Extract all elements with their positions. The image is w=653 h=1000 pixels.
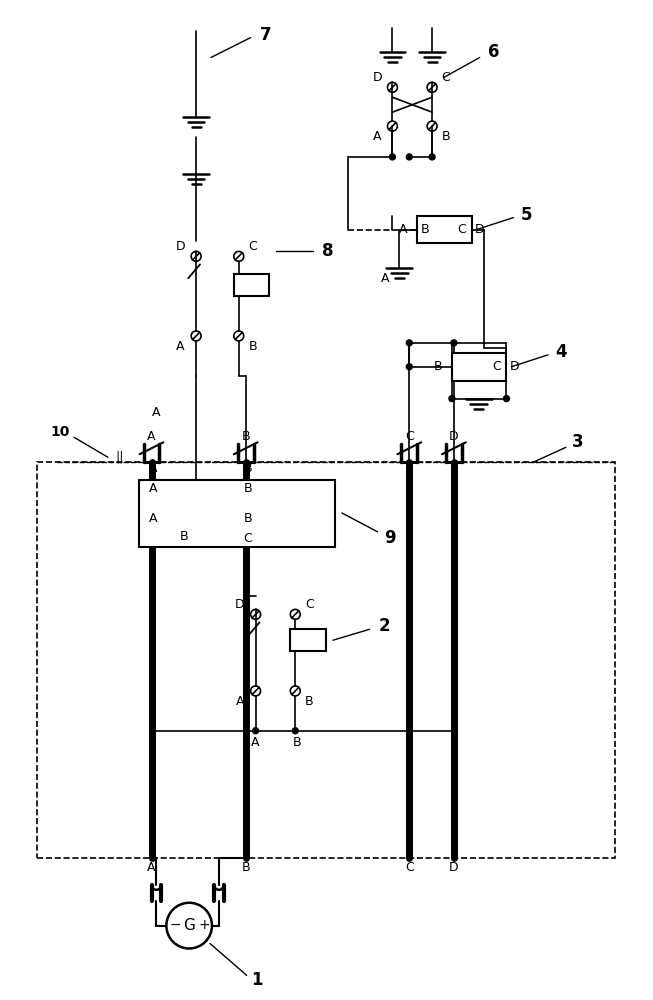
Text: D: D [449, 861, 458, 874]
Text: A: A [236, 695, 244, 708]
Circle shape [451, 340, 457, 346]
Text: B: B [244, 462, 252, 475]
Text: 9: 9 [384, 529, 395, 547]
Text: B: B [244, 482, 252, 495]
Text: 2: 2 [379, 617, 390, 635]
Text: C: C [492, 360, 501, 373]
Bar [138, 480, 335, 547]
Circle shape [293, 728, 298, 734]
Text: A: A [148, 430, 156, 443]
Text: A: A [374, 130, 382, 143]
Text: A: A [148, 861, 156, 874]
Text: D: D [176, 240, 185, 253]
Text: +: + [199, 918, 210, 932]
Text: A: A [251, 736, 260, 749]
Text: C: C [405, 861, 413, 874]
Text: B: B [244, 512, 252, 525]
Text: A: A [152, 406, 161, 419]
Circle shape [406, 154, 412, 160]
Text: B: B [242, 861, 250, 874]
Circle shape [253, 728, 259, 734]
Text: A: A [399, 223, 407, 236]
Text: C: C [441, 71, 451, 84]
Text: B: B [434, 360, 442, 373]
Text: −: − [170, 918, 181, 932]
Text: 6: 6 [488, 43, 500, 61]
Text: C: C [248, 240, 257, 253]
Text: 8: 8 [322, 242, 334, 260]
Text: A: A [150, 482, 158, 495]
Text: B: B [248, 340, 257, 353]
Text: 5: 5 [520, 206, 532, 224]
Text: 10: 10 [50, 425, 70, 439]
Text: D: D [373, 71, 383, 84]
Text: ||: || [116, 451, 124, 464]
Text: B: B [305, 695, 313, 708]
Circle shape [429, 154, 435, 160]
Bar [234, 274, 270, 296]
Text: A: A [150, 512, 158, 525]
Circle shape [406, 340, 412, 346]
Text: B: B [293, 736, 302, 749]
Bar [291, 629, 326, 651]
Text: 1: 1 [251, 971, 263, 989]
Text: D: D [509, 360, 519, 373]
Bar [452, 353, 507, 381]
Circle shape [503, 396, 509, 402]
Text: G: G [183, 918, 195, 933]
Text: C: C [405, 430, 413, 443]
Text: B: B [180, 530, 189, 543]
Text: 3: 3 [572, 433, 584, 451]
Text: C: C [305, 598, 313, 611]
Text: 4: 4 [555, 343, 567, 361]
Text: B: B [441, 130, 451, 143]
Text: D: D [235, 598, 245, 611]
Text: D: D [475, 223, 485, 236]
Text: C: C [244, 532, 252, 545]
Bar [417, 216, 471, 243]
Text: A: A [176, 340, 185, 353]
Circle shape [389, 154, 396, 160]
Text: C: C [458, 223, 466, 236]
Text: 7: 7 [260, 26, 272, 44]
Circle shape [449, 396, 455, 402]
Text: B: B [421, 223, 430, 236]
Text: B: B [242, 430, 250, 443]
Circle shape [406, 364, 412, 370]
Text: A: A [381, 272, 390, 285]
Text: D: D [449, 430, 458, 443]
Text: A: A [150, 462, 158, 475]
